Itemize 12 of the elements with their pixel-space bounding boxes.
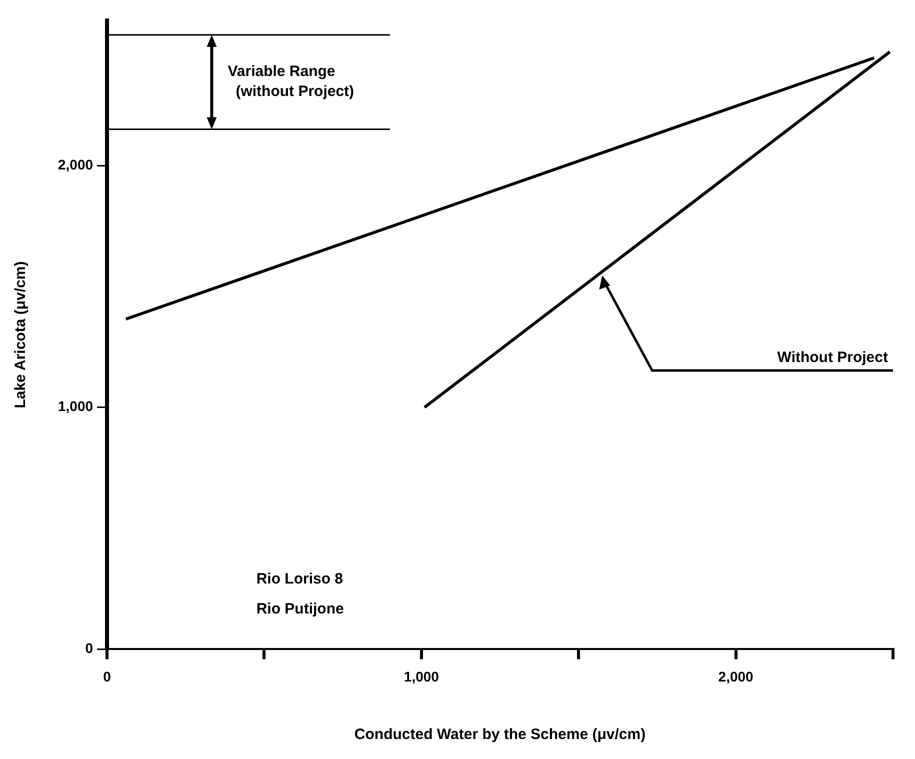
- x-tick-label: 0: [103, 668, 112, 684]
- x-axis-title: Conducted Water by the Scheme (μv/cm): [354, 726, 646, 744]
- y-tick-label: 2,000: [58, 156, 94, 172]
- x-tick-label: 2,000: [718, 668, 754, 684]
- y-tick-label: 1,000: [58, 398, 94, 414]
- annotation: Rio Putijone: [256, 600, 344, 618]
- x-tick-label: 1,000: [404, 668, 440, 684]
- annotation: Rio Loriso 8: [256, 570, 344, 588]
- annotation: Without Project: [777, 349, 888, 366]
- y-tick-label: 0: [85, 640, 94, 656]
- ref-line-label: Variable Range (without Project): [228, 63, 354, 100]
- y-axis-title: Lake Aricota (μv/cm): [12, 261, 30, 408]
